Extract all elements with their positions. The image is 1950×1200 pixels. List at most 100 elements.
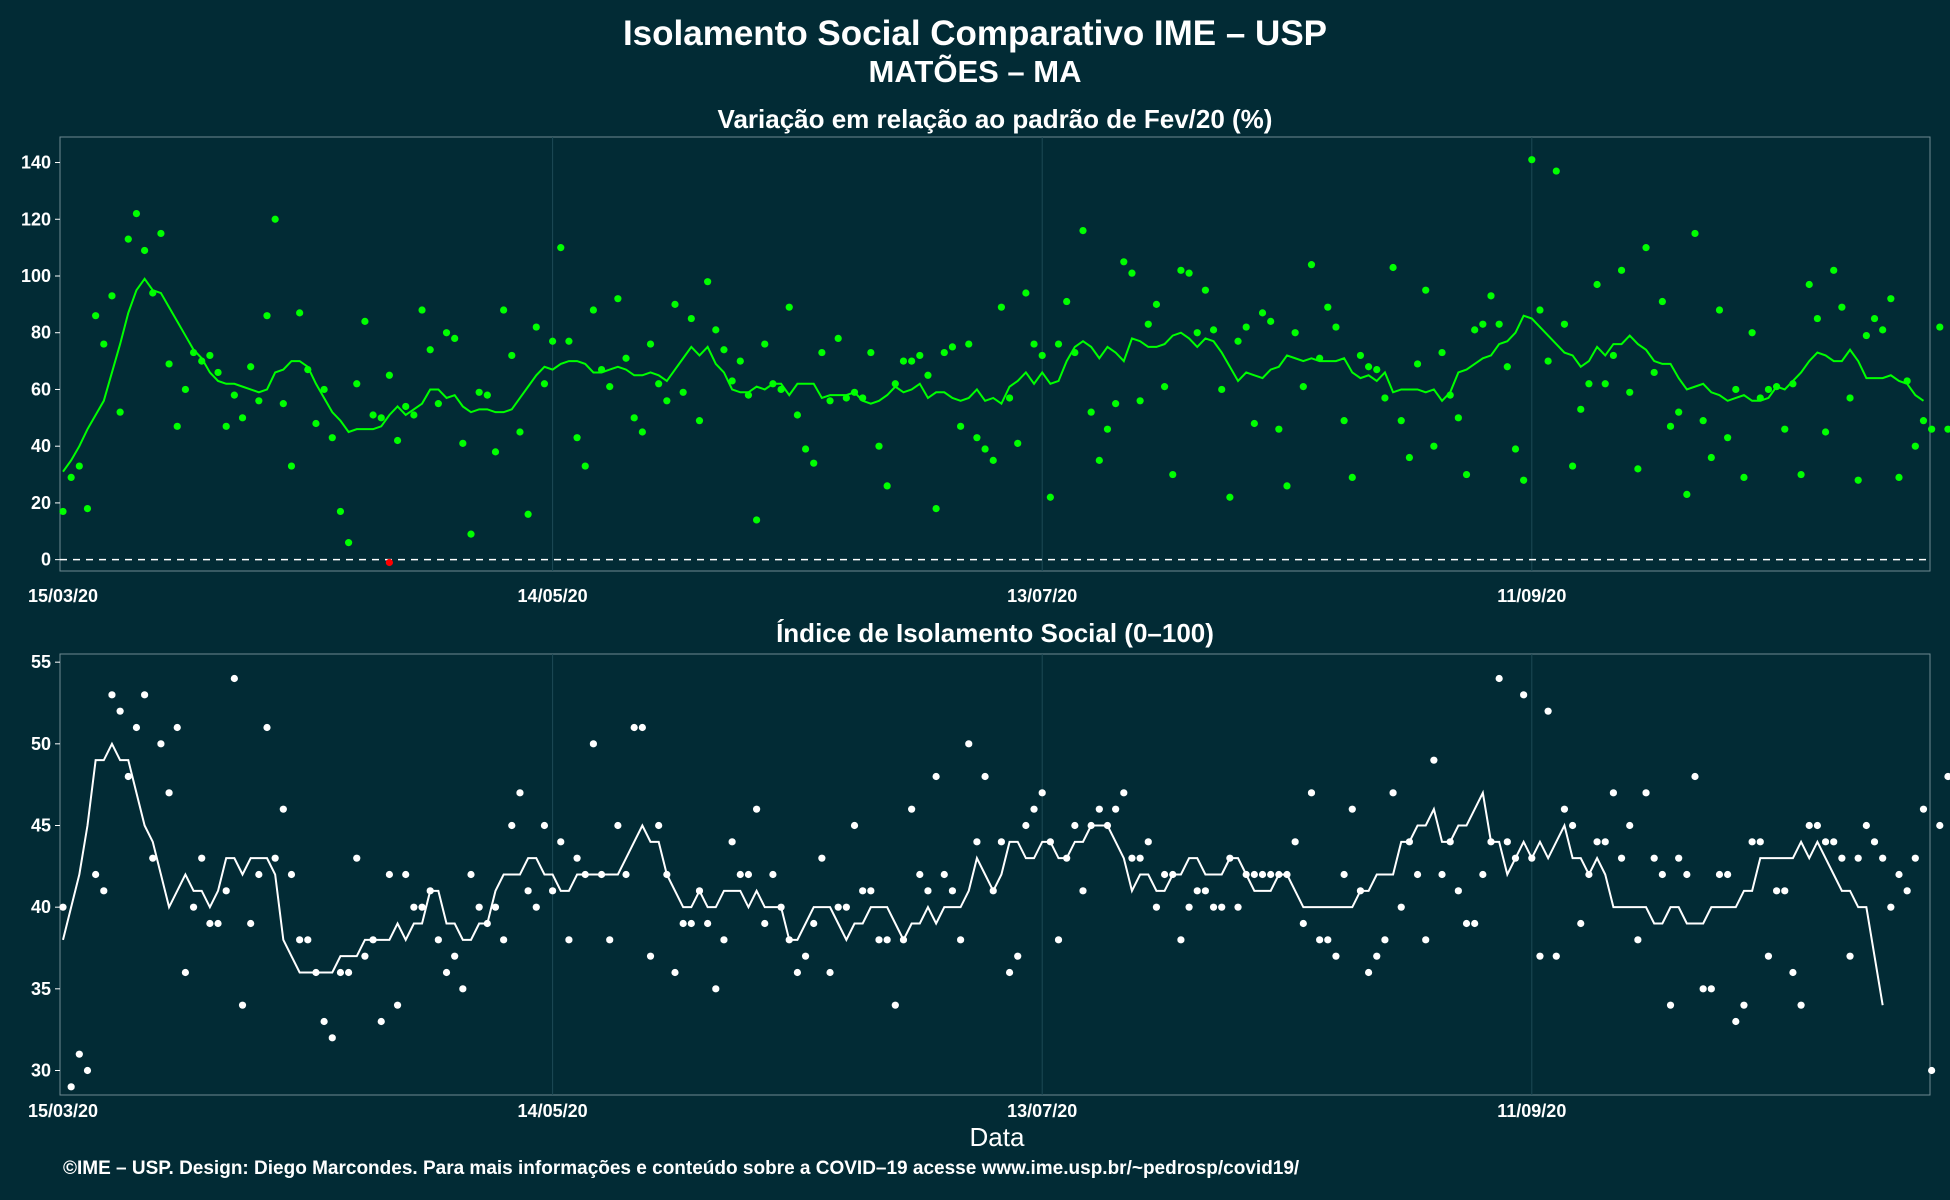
panel2-y-tick-label: 50 (31, 734, 51, 754)
panel2-data-point (1144, 838, 1152, 846)
panel1-data-point (345, 539, 353, 547)
panel1-data-point (353, 380, 361, 388)
panel1-data-point (540, 380, 549, 388)
panel2-data-point (165, 789, 173, 797)
panel1-title: Variação em relação ao padrão de Fev/20 … (717, 104, 1273, 134)
panel2-data-point (916, 870, 924, 879)
panel1-data-point (1495, 320, 1503, 328)
panel2-y-tick-label: 55 (31, 652, 51, 672)
panel2-data-point (1536, 952, 1544, 960)
panel1-data-point (1161, 383, 1169, 391)
panel2-data-point (1797, 1001, 1805, 1009)
panel1-data-point (418, 306, 426, 314)
panel1-data-point (655, 380, 663, 388)
panel2-data-point (1242, 870, 1250, 879)
panel2-data-point (1503, 838, 1511, 846)
panel2-data-point (932, 772, 940, 781)
panel2-data-point (793, 968, 802, 977)
panel1-x-tick-label: 15/03/20 (28, 586, 98, 606)
panel1-data-point (899, 357, 908, 365)
panel1-data-point (875, 442, 883, 450)
panel1-data-point (1552, 167, 1560, 175)
panel2-data-point (1177, 936, 1185, 944)
panel2-data-point (353, 854, 361, 862)
panel2-data-point (1462, 919, 1471, 928)
panel1-data-point (1340, 417, 1348, 425)
panel1-data-point (271, 215, 279, 223)
panel1-data-point (761, 340, 769, 348)
panel2-x-tick-label: 11/09/20 (1497, 1101, 1566, 1121)
panel2-data-point (434, 936, 442, 944)
panel1-data-point (744, 391, 753, 399)
panel2-data-point (1054, 936, 1063, 944)
panel2-data-point (948, 887, 957, 895)
panel1-data-point (149, 289, 157, 297)
panel2-data-point (1258, 870, 1267, 879)
panel1-data-point (948, 343, 957, 351)
panel2-data-point (1299, 919, 1307, 928)
panel2-data-point (1430, 756, 1438, 764)
panel1-y-tick-label: 0 (41, 550, 51, 570)
panel1-data-point (1332, 323, 1340, 331)
panel2-data-point (1103, 821, 1112, 830)
panel1-data-point (1267, 317, 1275, 325)
panel2-data-point (834, 903, 842, 911)
panel1-data-point (1732, 385, 1740, 394)
panel2-data-point (1495, 674, 1503, 683)
panel1-data-point (1462, 470, 1471, 479)
panel2-data-point (1773, 887, 1781, 895)
panel1-data-point (124, 235, 132, 243)
panel1-data-point (1193, 329, 1201, 337)
panel1-data-point (132, 209, 141, 218)
panel1-data-point (965, 340, 973, 348)
panel2-data-point (736, 870, 744, 879)
panel2-data-point (451, 952, 459, 960)
panel2-data-point (1005, 968, 1014, 977)
panel2-data-point (940, 870, 948, 879)
panel2-data-point (418, 903, 426, 911)
panel1-data-point (1063, 297, 1071, 306)
panel1-data-point (116, 408, 124, 416)
panel2-data-point (720, 936, 728, 944)
panel1-data-point (1136, 397, 1144, 405)
panel2-data-point (1585, 870, 1593, 879)
panel2-data-point (1528, 854, 1536, 862)
panel2-data-point (1805, 821, 1813, 830)
panel1-data-point (1569, 462, 1577, 470)
panel2-data-point (589, 740, 598, 748)
panel2-data-point (1854, 854, 1862, 862)
panel2-data-point (1715, 870, 1724, 879)
panel2-data-point (1813, 821, 1821, 830)
panel2-data-point (1218, 903, 1226, 911)
panel1-data-point (1944, 425, 1950, 433)
panel1-data-point (1928, 425, 1936, 433)
panel1-data-point (1911, 442, 1919, 450)
panel2-data-point (1438, 870, 1446, 879)
panel1-data-point (1797, 470, 1805, 479)
panel1-data-point (1764, 385, 1773, 394)
panel2-data-point (410, 903, 418, 911)
panel2-data-point (287, 870, 296, 879)
panel1-data-point (842, 394, 850, 402)
panel2-data-point (1520, 691, 1528, 699)
panel1-data-point (1813, 314, 1821, 323)
panel1-data-point (304, 366, 312, 374)
panel2-data-point (1911, 854, 1919, 862)
panel1-data-point (1691, 229, 1699, 238)
panel2-data-point (491, 903, 500, 911)
panel2-data-point (1666, 1001, 1675, 1009)
panel2-data-point (1544, 707, 1552, 715)
panel1-data-point (1699, 417, 1707, 425)
panel2-data-point (1063, 854, 1071, 862)
panel2-data-point (908, 805, 916, 813)
panel2-data-point (842, 903, 850, 911)
panel1-data-point (1919, 417, 1928, 425)
panel2-data-point (320, 1017, 328, 1026)
panel2-data-point (973, 838, 981, 846)
panel2-data-point (1560, 805, 1569, 813)
panel1-y-tick-label: 140 (21, 153, 51, 173)
panel1-data-point (1528, 156, 1536, 164)
panel1-data-point (173, 422, 181, 430)
panel2-data-point (475, 903, 483, 911)
panel1-data-point (263, 312, 271, 320)
